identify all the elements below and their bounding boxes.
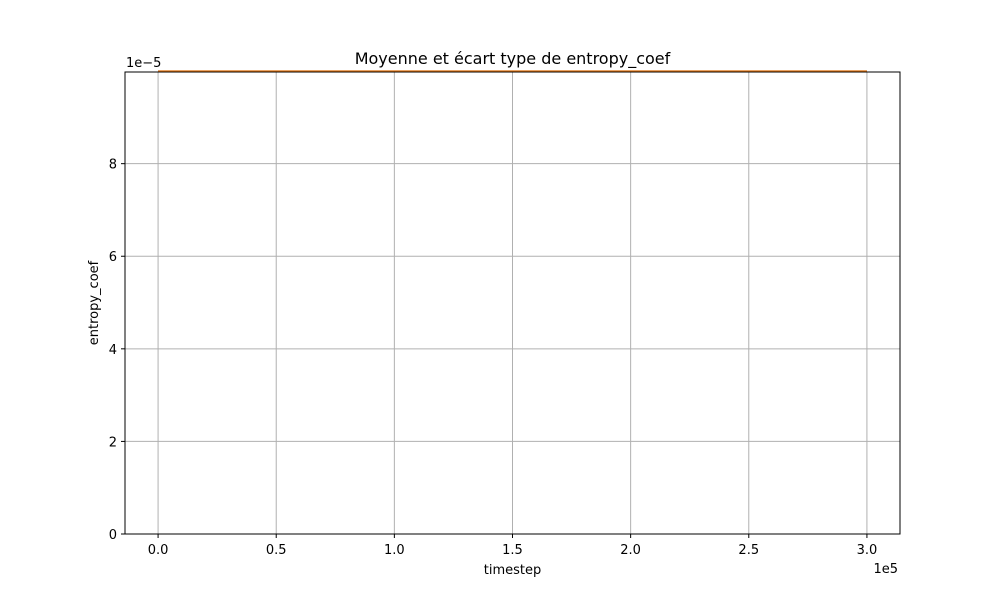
y-tick-label: 4 bbox=[109, 343, 117, 358]
x-tick-label: 2.0 bbox=[620, 543, 641, 558]
x-offset-text: 1e5 bbox=[873, 562, 898, 577]
x-axis-ticks: 0.0 0.5 1.0 1.5 2.0 2.5 3.0 bbox=[148, 534, 878, 558]
y-tick-label: 2 bbox=[109, 435, 117, 450]
x-tick-label: 0.5 bbox=[266, 543, 287, 558]
grid bbox=[125, 72, 900, 535]
chart-title: Moyenne et écart type de entropy_coef bbox=[355, 49, 671, 69]
x-tick-label: 2.5 bbox=[738, 543, 759, 558]
x-tick-label: 1.5 bbox=[502, 543, 523, 558]
y-tick-label: 6 bbox=[109, 250, 117, 265]
x-tick-label: 3.0 bbox=[857, 543, 878, 558]
y-offset-text: 1e−5 bbox=[126, 56, 161, 71]
y-tick-label: 0 bbox=[109, 528, 117, 543]
x-tick-label: 1.0 bbox=[384, 543, 405, 558]
y-tick-label: 8 bbox=[109, 158, 117, 173]
x-tick-label: 0.0 bbox=[148, 543, 169, 558]
y-axis-label: entropy_coef bbox=[87, 260, 102, 345]
y-axis-ticks: 0 2 4 6 8 bbox=[109, 158, 125, 543]
x-axis-label: timestep bbox=[484, 563, 542, 578]
